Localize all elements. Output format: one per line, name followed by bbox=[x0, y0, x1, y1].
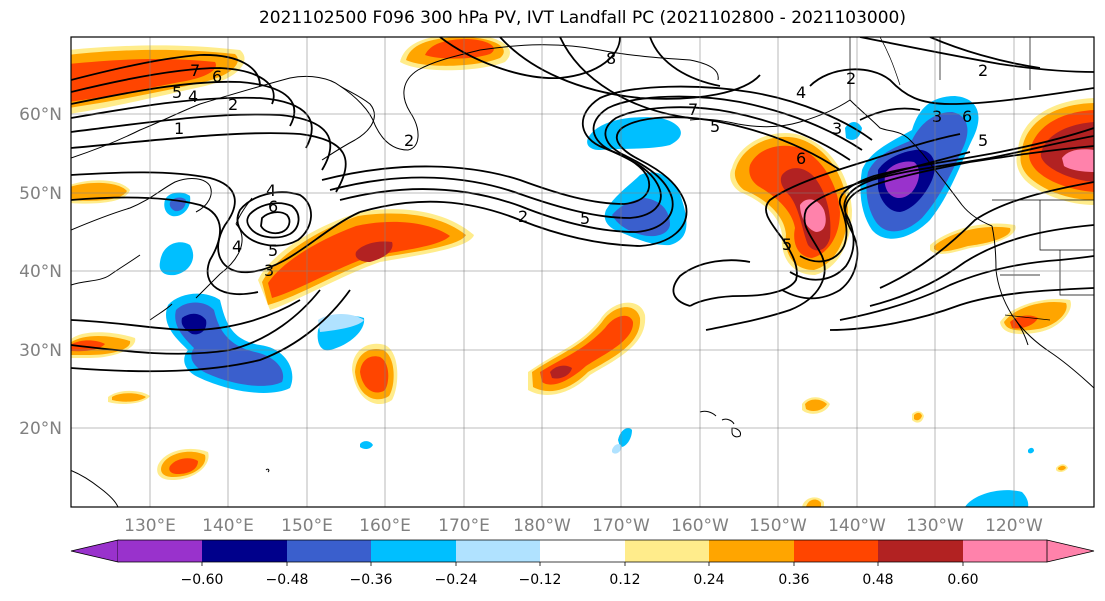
colorbar-bin bbox=[794, 540, 878, 562]
lon-label: 170°E bbox=[438, 516, 490, 536]
colorbar-tick-label: −0.60 bbox=[181, 572, 224, 588]
colorbar-low-extend bbox=[70, 539, 119, 563]
latitude-labels: 60°N 50°N 40°N 30°N 20°N bbox=[19, 105, 62, 439]
contour-label: 4 bbox=[266, 181, 276, 200]
colorbar-tick-label: 0.24 bbox=[693, 572, 724, 588]
lat-label: 20°N bbox=[19, 419, 62, 439]
contour-labels: 7 6 5 4 2 1 8 7 6 5 4 3 2 3 6 5 2 4 6 5 … bbox=[172, 49, 988, 280]
lat-label: 60°N bbox=[19, 105, 62, 125]
colorbar-bin bbox=[287, 540, 371, 562]
map-content: 7 6 5 4 2 1 8 7 6 5 4 3 2 3 6 5 2 4 6 5 … bbox=[71, 37, 1094, 507]
graticule bbox=[71, 37, 1094, 507]
colorbar-tick-label: 0.60 bbox=[947, 572, 978, 588]
lon-label: 130°W bbox=[906, 516, 964, 536]
colorbar: −0.60 −0.48 −0.36 −0.24 −0.12 0.12 0.24 … bbox=[70, 539, 1095, 588]
contour-label: 6 bbox=[796, 149, 806, 168]
contour-label: 3 bbox=[832, 119, 842, 138]
contour-label: 2 bbox=[518, 207, 528, 226]
contour-label: 5 bbox=[268, 241, 278, 260]
contour-label: 2 bbox=[228, 95, 238, 114]
longitude-labels: 130°E 140°E 150°E 160°E 170°E 180°W 170°… bbox=[124, 516, 1043, 536]
lon-label: 170°W bbox=[592, 516, 650, 536]
lon-label: 120°W bbox=[985, 516, 1043, 536]
lon-label: 160°W bbox=[671, 516, 729, 536]
contour-label: 4 bbox=[796, 83, 806, 102]
colorbar-bin bbox=[625, 540, 709, 562]
contour-label: 4 bbox=[188, 87, 198, 106]
contour-label: 2 bbox=[404, 131, 414, 150]
contour-label: 7 bbox=[190, 61, 200, 80]
contour-label: 7 bbox=[688, 100, 698, 119]
contour-label: 6 bbox=[212, 67, 222, 86]
lon-label: 140°W bbox=[828, 516, 886, 536]
colorbar-bin bbox=[118, 540, 202, 562]
lat-label: 30°N bbox=[19, 341, 62, 361]
colorbar-tick-label: −0.24 bbox=[435, 572, 478, 588]
contour-label: 8 bbox=[606, 49, 616, 68]
colorbar-bin bbox=[371, 540, 456, 562]
contour-label: 2 bbox=[846, 69, 856, 88]
colorbar-ticks bbox=[201, 562, 964, 566]
contour-label: 2 bbox=[978, 61, 988, 80]
contour-label: 5 bbox=[782, 235, 792, 254]
contour-label: 5 bbox=[580, 209, 590, 228]
colorbar-tick-label: −0.48 bbox=[266, 572, 309, 588]
lon-label: 160°E bbox=[359, 516, 411, 536]
contour-label: 6 bbox=[268, 197, 278, 216]
contour-label: 3 bbox=[932, 107, 942, 126]
colorbar-tick-label: 0.48 bbox=[862, 572, 893, 588]
lon-label: 140°E bbox=[202, 516, 254, 536]
colorbar-tick-label: −0.36 bbox=[350, 572, 393, 588]
contour-label: 5 bbox=[710, 117, 720, 136]
positive-anomaly-shading bbox=[71, 37, 1094, 507]
colorbar-tick-label: 0.36 bbox=[778, 572, 809, 588]
colorbar-high-extend bbox=[1046, 539, 1095, 563]
contour-label: 5 bbox=[172, 83, 182, 102]
map-frame bbox=[70, 36, 1095, 508]
lon-label: 150°W bbox=[749, 516, 807, 536]
contour-label: 6 bbox=[962, 107, 972, 126]
colorbar-bin bbox=[709, 540, 794, 562]
colorbar-bin bbox=[202, 540, 287, 562]
colorbar-bin bbox=[878, 540, 963, 562]
colorbar-bin bbox=[456, 540, 540, 562]
colorbar-bin bbox=[540, 540, 625, 562]
contour-label: 1 bbox=[174, 119, 184, 138]
contour-label: 4 bbox=[232, 237, 242, 256]
colorbar-bin bbox=[963, 540, 1047, 562]
lon-label: 130°E bbox=[124, 516, 176, 536]
lon-label: 180°W bbox=[513, 516, 571, 536]
colorbar-tick-label: −0.12 bbox=[519, 572, 562, 588]
contour-label: 3 bbox=[264, 261, 274, 280]
lat-label: 40°N bbox=[19, 262, 62, 282]
lon-label: 150°E bbox=[281, 516, 333, 536]
map-title: 2021102500 F096 300 hPa PV, IVT Landfall… bbox=[258, 8, 906, 28]
coastlines bbox=[71, 44, 1094, 507]
contour-label: 5 bbox=[978, 131, 988, 150]
lat-label: 50°N bbox=[19, 184, 62, 204]
colorbar-tick-label: 0.12 bbox=[609, 572, 640, 588]
